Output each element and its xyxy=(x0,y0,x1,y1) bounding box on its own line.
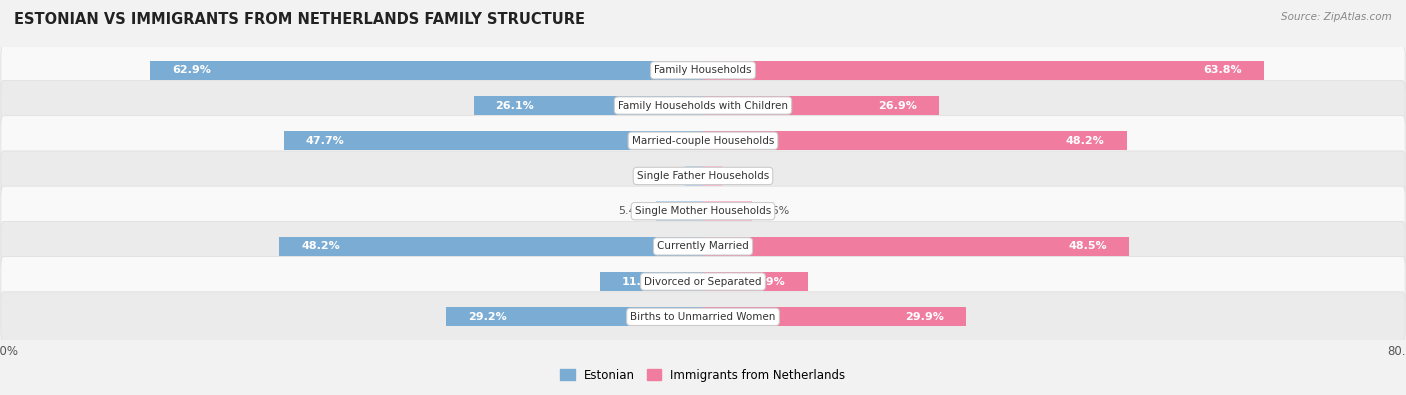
Text: 2.2%: 2.2% xyxy=(731,171,759,181)
Bar xyxy=(447,307,703,327)
Text: Divorced or Separated: Divorced or Separated xyxy=(644,276,762,287)
Text: Family Households: Family Households xyxy=(654,65,752,75)
Text: ESTONIAN VS IMMIGRANTS FROM NETHERLANDS FAMILY STRUCTURE: ESTONIAN VS IMMIGRANTS FROM NETHERLANDS … xyxy=(14,12,585,27)
Text: Births to Unmarried Women: Births to Unmarried Women xyxy=(630,312,776,322)
Text: 29.9%: 29.9% xyxy=(905,312,943,322)
Text: 26.9%: 26.9% xyxy=(879,100,917,111)
Bar xyxy=(600,272,703,291)
Text: Married-couple Households: Married-couple Households xyxy=(631,136,775,146)
Text: Family Households with Children: Family Households with Children xyxy=(619,100,787,111)
Text: 11.9%: 11.9% xyxy=(747,276,786,287)
Text: 5.6%: 5.6% xyxy=(761,206,789,216)
Text: 62.9%: 62.9% xyxy=(173,65,211,75)
Text: Single Mother Households: Single Mother Households xyxy=(636,206,770,216)
Bar xyxy=(703,201,752,221)
FancyBboxPatch shape xyxy=(1,221,1405,271)
Text: 11.7%: 11.7% xyxy=(621,276,661,287)
Text: 47.7%: 47.7% xyxy=(307,136,344,146)
Text: 5.4%: 5.4% xyxy=(619,206,647,216)
FancyBboxPatch shape xyxy=(1,81,1405,130)
Text: Single Father Households: Single Father Households xyxy=(637,171,769,181)
Text: 26.1%: 26.1% xyxy=(496,100,534,111)
Bar xyxy=(703,272,807,291)
Bar xyxy=(280,237,703,256)
Text: Source: ZipAtlas.com: Source: ZipAtlas.com xyxy=(1281,12,1392,22)
Bar xyxy=(703,307,966,327)
Text: 48.2%: 48.2% xyxy=(1066,136,1105,146)
Text: 48.2%: 48.2% xyxy=(301,241,340,251)
Bar xyxy=(703,166,723,186)
Bar xyxy=(655,201,703,221)
Text: 48.5%: 48.5% xyxy=(1069,241,1108,251)
Bar xyxy=(284,131,703,150)
Text: 2.1%: 2.1% xyxy=(647,171,676,181)
Text: 63.8%: 63.8% xyxy=(1204,65,1241,75)
Bar xyxy=(474,96,703,115)
FancyBboxPatch shape xyxy=(1,151,1405,201)
FancyBboxPatch shape xyxy=(1,186,1405,236)
Bar xyxy=(685,166,703,186)
Bar xyxy=(703,237,1129,256)
FancyBboxPatch shape xyxy=(1,292,1405,342)
Bar xyxy=(150,60,703,80)
Bar xyxy=(703,131,1126,150)
Bar xyxy=(703,96,939,115)
Text: 29.2%: 29.2% xyxy=(468,312,508,322)
Text: Currently Married: Currently Married xyxy=(657,241,749,251)
FancyBboxPatch shape xyxy=(1,116,1405,166)
FancyBboxPatch shape xyxy=(1,257,1405,307)
Bar xyxy=(703,60,1264,80)
FancyBboxPatch shape xyxy=(1,45,1405,95)
Legend: Estonian, Immigrants from Netherlands: Estonian, Immigrants from Netherlands xyxy=(555,364,851,386)
